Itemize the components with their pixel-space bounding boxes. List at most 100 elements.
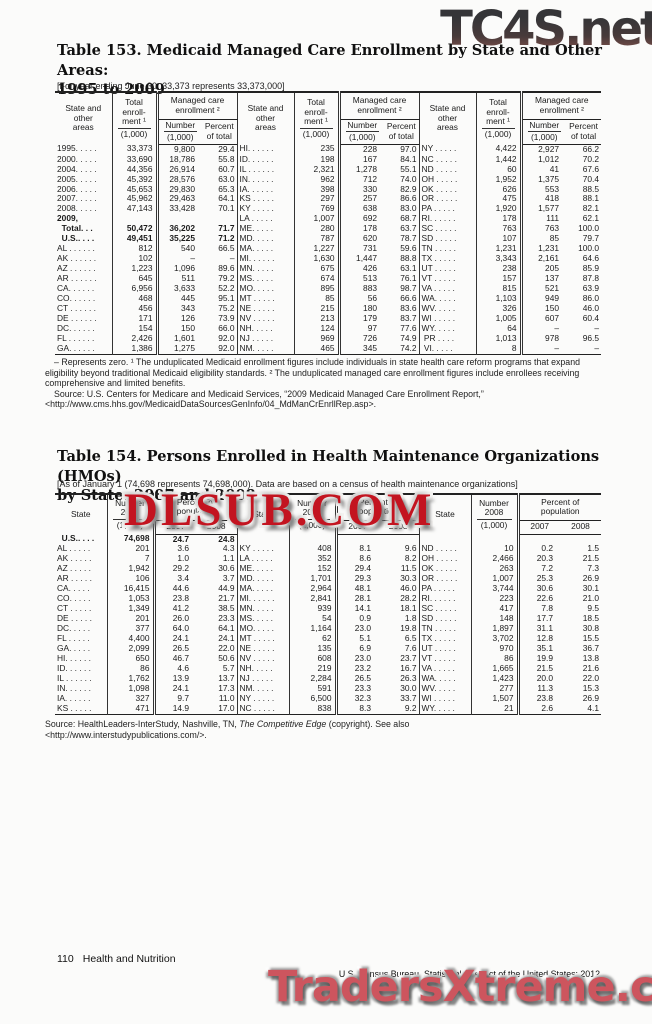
row-label: VT . . . . . xyxy=(418,274,477,285)
header-text: Total enroll- ment ¹ xyxy=(117,97,151,129)
data-cell: 327 xyxy=(107,693,156,704)
data-cell: 33.7 xyxy=(400,693,417,703)
col-header-number: Number (1,000) xyxy=(157,119,202,145)
data-cell: 41.2 xyxy=(172,604,189,614)
data-cell: 0.9 xyxy=(359,614,371,624)
data-cell: 2,927 xyxy=(538,144,560,154)
data-cell: 74,698 xyxy=(107,534,156,545)
data-cell: 33,428 xyxy=(169,204,195,214)
row-label: OK . . . . . xyxy=(418,564,472,575)
row-label: VT . . . . . xyxy=(418,653,472,664)
source-italic: The Competitive Edge xyxy=(239,719,327,729)
data-cell: 66.5 xyxy=(218,244,235,254)
header-unit: (1,000) xyxy=(480,519,508,530)
table-row: GA. . . . . . 1,386 1,275 92.0 NM. . . . . 46… xyxy=(55,343,601,355)
data-cell: 17.0 xyxy=(218,703,235,713)
data-cell: 11.0 xyxy=(218,693,235,703)
table-row: AL . . . . . . 812 540 66.5 MA. . . . . 1,227… xyxy=(55,244,601,255)
data-cell: 22.0 xyxy=(218,643,235,653)
data-cell: 962 xyxy=(294,174,341,185)
data-cell: 1,007 xyxy=(294,214,341,225)
table-row: 2009, LA . . . . . 1,007 692 68.7 RI. . . . .… xyxy=(55,214,601,225)
data-cell: 157 xyxy=(476,274,523,285)
data-cell: 205 xyxy=(545,264,560,274)
data-cell: 13.9 xyxy=(172,673,189,683)
data-cell: 36,202 xyxy=(169,224,195,234)
data-cell: 63.1 xyxy=(400,264,417,274)
source-pre: Source: HealthLeaders-InterStudy, Nashvi… xyxy=(45,719,240,729)
data-cell: 4,400 xyxy=(107,634,156,644)
table-row: DC. . . . . 377 64.0 64.1 MO. . . . . 1,164 23… xyxy=(55,624,601,635)
table-row: AK . . . . . 7 1.0 1.1 LA . . . . . 352 8.6 8.2… xyxy=(55,554,601,565)
data-cell: 620 xyxy=(363,234,378,244)
page-footer-left: 110 Health and Nutrition xyxy=(57,953,176,965)
table-row: 2000. . . . . 33,690 18,786 55.8 ID. . . . .… xyxy=(55,154,601,165)
row-label: FL . . . . . xyxy=(55,634,108,644)
row-label: TX . . . . . xyxy=(418,634,472,644)
data-cell: 24.1 xyxy=(172,634,189,644)
data-cell: 92.0 xyxy=(218,343,235,353)
table-row: AR . . . . . . 645 511 79.2 MS. . . . . 674 51… xyxy=(55,274,601,285)
table-154-footnotes: Source: HealthLeaders-InterStudy, Nashvi… xyxy=(45,719,601,740)
data-cell: 70.2 xyxy=(582,154,600,164)
data-cell: 79.2 xyxy=(218,274,235,284)
data-cell: 7.3 xyxy=(587,564,599,574)
row-label: AL . . . . . xyxy=(55,544,108,555)
data-cell: 33,373 xyxy=(112,144,159,155)
row-label: NC . . . . . xyxy=(236,703,290,715)
table-row: FL . . . . . . 2,426 1,601 92.0 NJ . . . . .… xyxy=(55,333,601,344)
col-header-state: State and other areas xyxy=(418,92,477,145)
data-cell: 949 xyxy=(545,293,560,303)
data-cell: 98.7 xyxy=(400,284,417,294)
data-cell: 2,466 xyxy=(471,554,520,565)
data-cell: 201 xyxy=(107,614,156,625)
row-label: RI. . . . . . xyxy=(418,594,472,605)
data-cell: 178 xyxy=(363,224,378,234)
row-label xyxy=(418,534,472,545)
data-cell: 591 xyxy=(289,683,338,694)
header-text: Total enroll- ment ¹ xyxy=(481,97,515,129)
table-153-footnotes: – Represents zero. ¹ The unduplicated Me… xyxy=(45,357,601,410)
data-cell: 29,830 xyxy=(169,184,195,194)
row-label: MS. . . . . xyxy=(236,614,290,625)
data-cell: 5.7 xyxy=(222,663,235,673)
data-cell: 30.1 xyxy=(582,584,599,594)
data-cell: 55.1 xyxy=(400,164,417,174)
table-154-header: State Number 2008 (1,000) Percent of popu… xyxy=(55,494,601,535)
header-unit: (1,000) xyxy=(348,132,376,143)
data-cell: 675 xyxy=(294,264,341,275)
table-153-body: 1995. . . . . 33,373 9,800 29.4 HI. . . . . … xyxy=(55,144,601,355)
data-cell: 152 xyxy=(289,564,338,575)
data-cell: 9.2 xyxy=(404,703,417,713)
data-cell: 2,841 xyxy=(289,594,338,605)
row-label: MN. . . . . xyxy=(236,604,290,615)
row-label: AR . . . . . . xyxy=(55,274,113,285)
table-153-header: State and other areas Total enroll- ment… xyxy=(55,92,602,145)
data-cell: 30.0 xyxy=(400,683,417,693)
row-label: 2007. . . . . xyxy=(55,194,113,205)
row-label: NH. . . . . xyxy=(236,663,290,674)
row-label: WI . . . . . xyxy=(418,693,472,704)
row-label: VA . . . . . xyxy=(418,284,477,294)
data-cell: 21.6 xyxy=(582,663,599,673)
row-label: MD. . . . . xyxy=(236,574,290,585)
data-cell: 763 xyxy=(545,224,560,234)
data-cell: 8.6 xyxy=(359,554,371,564)
data-cell: 1,013 xyxy=(476,333,523,344)
data-cell: 100.0 xyxy=(578,244,600,254)
data-cell: 30.3 xyxy=(400,574,417,584)
data-cell: 511 xyxy=(181,274,195,284)
data-cell: 24.1 xyxy=(218,634,235,644)
data-cell: 7.6 xyxy=(404,643,417,653)
data-cell: 46.7 xyxy=(172,653,189,663)
row-label: 2008. . . . . xyxy=(55,204,113,215)
data-cell: 1,053 xyxy=(107,594,156,605)
data-cell: 88.8 xyxy=(400,254,417,264)
data-cell: 62 xyxy=(289,634,338,644)
table-row: 2005. . . . . 45,392 28,576 63.0 IN. . . . .… xyxy=(55,174,601,185)
data-cell: 33,690 xyxy=(112,154,159,165)
data-cell: 85 xyxy=(549,234,560,244)
data-cell: 26.9 xyxy=(582,693,599,703)
table-row: DC. . . . . . 154 150 66.0 NH. . . . . 124 97 7… xyxy=(55,323,601,334)
data-cell: 49,451 xyxy=(112,234,159,245)
